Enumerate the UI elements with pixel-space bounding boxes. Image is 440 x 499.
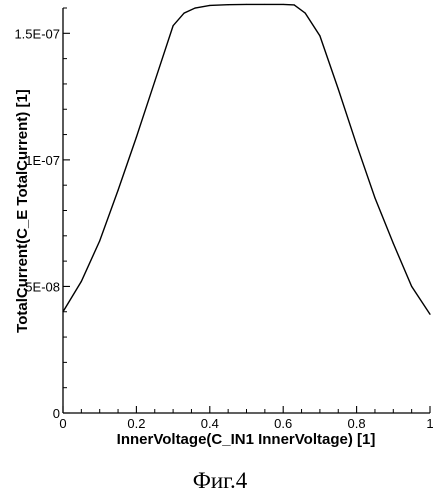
data-point <box>356 144 357 145</box>
data-point <box>264 4 265 5</box>
data-point <box>246 4 247 5</box>
data-point <box>62 311 63 312</box>
series-line <box>63 4 430 314</box>
data-point <box>429 314 430 315</box>
x-tick-label: 0.8 <box>348 416 366 431</box>
y-ticks <box>63 8 70 413</box>
data-point <box>117 190 118 191</box>
data-point <box>173 25 174 26</box>
x-tick-label: 1 <box>426 416 433 431</box>
figure-caption: Фиг.4 <box>193 468 248 493</box>
data-point <box>319 35 320 36</box>
x-tick-label: 0.2 <box>127 416 145 431</box>
x-tick-label: 0 <box>59 416 66 431</box>
x-tick-label: 0.6 <box>274 416 292 431</box>
data-point <box>195 7 196 8</box>
data-point <box>411 286 412 287</box>
data-point <box>305 12 306 13</box>
y-tick-label: 0 <box>53 406 60 421</box>
x-tick-labels: 0 0.2 0.4 0.6 0.8 1 <box>59 416 433 431</box>
x-tick-label: 0.4 <box>201 416 219 431</box>
data-point <box>393 243 394 244</box>
data-point <box>184 12 185 13</box>
data-point <box>338 88 339 89</box>
data-point <box>228 4 229 5</box>
data-point <box>374 197 375 198</box>
series-points <box>62 4 430 315</box>
data-point <box>294 4 295 5</box>
data-point <box>136 136 137 137</box>
x-axis-label: InnerVoltage(C_IN1 InnerVoltage) [1] <box>117 431 376 448</box>
data-point <box>283 4 284 5</box>
x-ticks <box>63 406 430 413</box>
plot-area: 00.20.40.60.81 05E-081E-071.5E-07 <box>14 4 433 431</box>
y-tick-label: 1.5E-07 <box>14 26 60 41</box>
y-axis-label: TotalCurrent(C_E TotalCurrent) [1] <box>14 89 31 333</box>
data-point <box>209 5 210 6</box>
data-point <box>99 240 100 241</box>
data-point <box>81 281 82 282</box>
data-point <box>154 81 155 82</box>
